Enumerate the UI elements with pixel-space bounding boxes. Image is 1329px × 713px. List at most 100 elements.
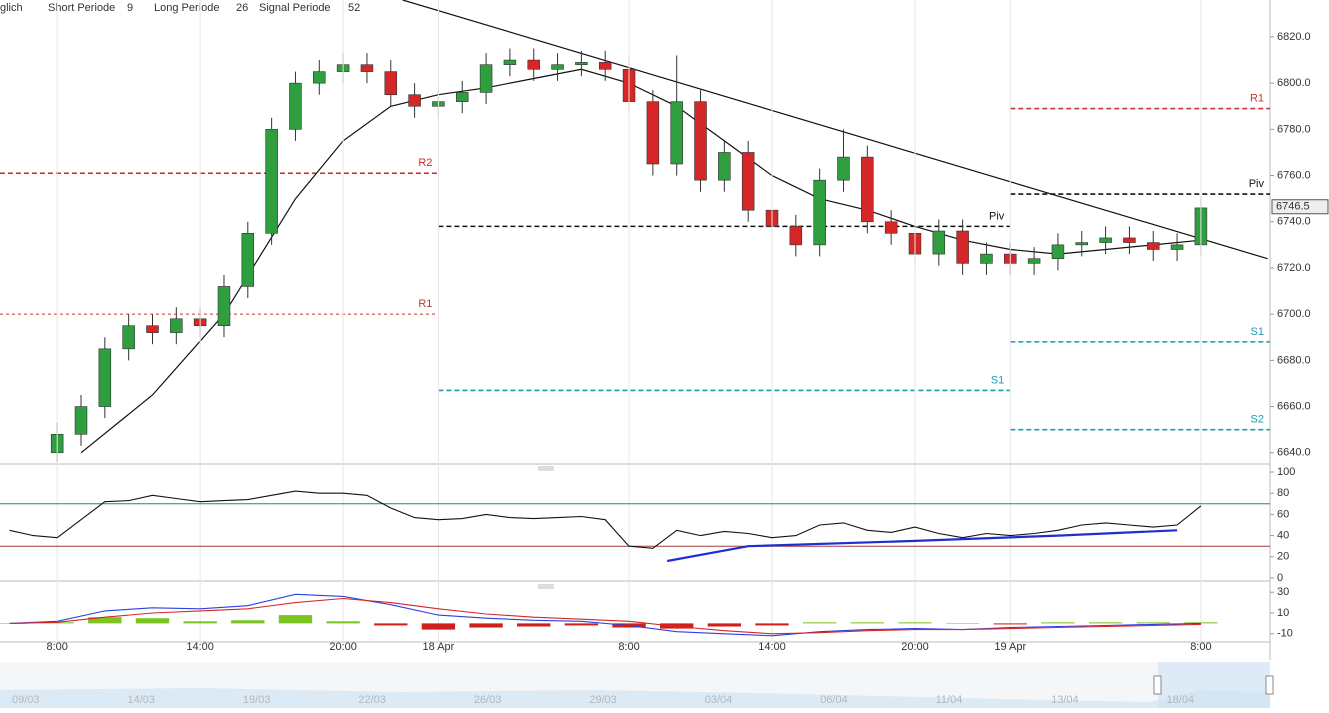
pivot-label: Piv bbox=[989, 210, 1005, 222]
histogram-bar bbox=[374, 623, 408, 626]
histogram-bar bbox=[707, 623, 742, 627]
navigator-label: 19/03 bbox=[243, 694, 271, 706]
candle-body bbox=[884, 221, 898, 234]
y-tick-label: 10 bbox=[1277, 607, 1289, 619]
y-tick-label: 100 bbox=[1277, 466, 1295, 478]
y-tick-label: 40 bbox=[1277, 530, 1289, 542]
histogram-bar bbox=[517, 623, 551, 627]
candle-body bbox=[479, 64, 493, 93]
histogram-bar bbox=[231, 620, 265, 624]
histogram-bar bbox=[469, 623, 503, 628]
pivot-label: R2 bbox=[418, 157, 432, 169]
candle-body bbox=[718, 152, 731, 181]
candle-body bbox=[1099, 237, 1112, 243]
navigator-handle[interactable] bbox=[1153, 675, 1162, 695]
histogram-bar bbox=[802, 622, 837, 624]
pivot-label: R1 bbox=[418, 298, 432, 310]
trendline bbox=[402, 0, 1268, 260]
candle-body bbox=[241, 233, 255, 287]
candle-body bbox=[74, 406, 88, 435]
histogram-bar bbox=[898, 622, 932, 624]
candle-body bbox=[813, 179, 826, 246]
histogram-bar bbox=[278, 615, 313, 624]
y-tick-label: 6680.0 bbox=[1277, 354, 1311, 366]
indicator-line bbox=[9, 597, 1201, 635]
y-tick-label: 6720.0 bbox=[1277, 262, 1311, 274]
candle-body bbox=[789, 226, 803, 246]
candle-body bbox=[1146, 242, 1160, 250]
param-value: 52 bbox=[348, 2, 360, 14]
x-tick-label: 14:00 bbox=[186, 641, 214, 653]
last-price-label: 6746.5 bbox=[1276, 201, 1310, 213]
candle-body bbox=[551, 64, 564, 70]
histogram-bar bbox=[945, 623, 980, 624]
candle-body bbox=[1170, 244, 1184, 250]
histogram-bar bbox=[40, 622, 74, 624]
indicator-trend bbox=[667, 529, 1178, 563]
y-tick-label: 6740.0 bbox=[1277, 216, 1311, 228]
pivot-label: S2 bbox=[1251, 414, 1264, 426]
param-label: Signal Periode bbox=[259, 2, 331, 14]
histogram-bar bbox=[1088, 622, 1123, 624]
candle-body bbox=[575, 62, 588, 65]
navigator-label: 26/03 bbox=[474, 694, 502, 706]
x-tick-label: 19 Apr bbox=[994, 641, 1026, 653]
candle-body bbox=[646, 101, 660, 165]
histogram-bar bbox=[564, 623, 599, 626]
y-tick-label: 20 bbox=[1277, 551, 1289, 563]
navigator-label: 03/04 bbox=[705, 694, 733, 706]
candle-body bbox=[265, 129, 278, 234]
pivot-label: S1 bbox=[1251, 326, 1264, 338]
navigator-label: 18/04 bbox=[1167, 694, 1195, 706]
navigator-window[interactable] bbox=[1158, 662, 1270, 708]
candle-body bbox=[670, 101, 683, 165]
candle-body bbox=[146, 325, 159, 333]
candle-body bbox=[384, 71, 398, 96]
histogram-bar bbox=[755, 623, 789, 626]
indicator-line bbox=[9, 490, 1202, 549]
candle-body bbox=[1075, 242, 1089, 246]
param-value: 26 bbox=[236, 2, 248, 14]
candle-body bbox=[360, 64, 374, 72]
x-tick-label: 20:00 bbox=[901, 641, 929, 653]
candle-body bbox=[170, 318, 183, 333]
histogram-bar bbox=[1136, 622, 1170, 624]
resize-grip[interactable] bbox=[538, 584, 554, 589]
navigator-label: 11/04 bbox=[936, 694, 963, 706]
y-tick-label: 6700.0 bbox=[1277, 308, 1311, 320]
candle-body bbox=[932, 230, 946, 255]
navigator-label: 13/04 bbox=[1051, 694, 1079, 706]
candle-body bbox=[408, 94, 421, 107]
x-tick-label: 18 Apr bbox=[423, 641, 455, 653]
candle-body bbox=[122, 325, 135, 350]
candle-body bbox=[1027, 258, 1041, 264]
histogram-bar bbox=[1184, 622, 1218, 624]
x-tick-label: 8:00 bbox=[618, 641, 639, 653]
indicator-line bbox=[9, 593, 1201, 637]
candle-body bbox=[503, 59, 517, 65]
histogram-bar bbox=[1041, 622, 1075, 624]
candle-body bbox=[98, 348, 112, 407]
param-label: Short Periode bbox=[48, 2, 115, 14]
histogram-bar bbox=[326, 621, 360, 624]
pivot-label: Piv bbox=[1249, 178, 1265, 190]
histogram-bar bbox=[135, 618, 170, 624]
navigator-label: 09/03 bbox=[12, 694, 40, 706]
y-tick-label: 30 bbox=[1277, 586, 1289, 598]
param-value: 9 bbox=[127, 2, 133, 14]
candle-body bbox=[455, 92, 469, 102]
candle-body bbox=[956, 230, 969, 264]
candle-body bbox=[837, 156, 850, 181]
navigator-handle[interactable] bbox=[1265, 675, 1274, 695]
param-label: Long Periode bbox=[154, 2, 219, 14]
navigator-label: 06/04 bbox=[820, 694, 848, 706]
resize-grip[interactable] bbox=[538, 466, 554, 471]
navigator-area bbox=[0, 688, 1270, 708]
navigator-label: 29/03 bbox=[589, 694, 617, 706]
navigator-label: 22/03 bbox=[358, 694, 386, 706]
x-tick-label: 8:00 bbox=[1190, 641, 1211, 653]
y-tick-label: -10 bbox=[1277, 628, 1293, 640]
x-tick-label: 20:00 bbox=[329, 641, 357, 653]
